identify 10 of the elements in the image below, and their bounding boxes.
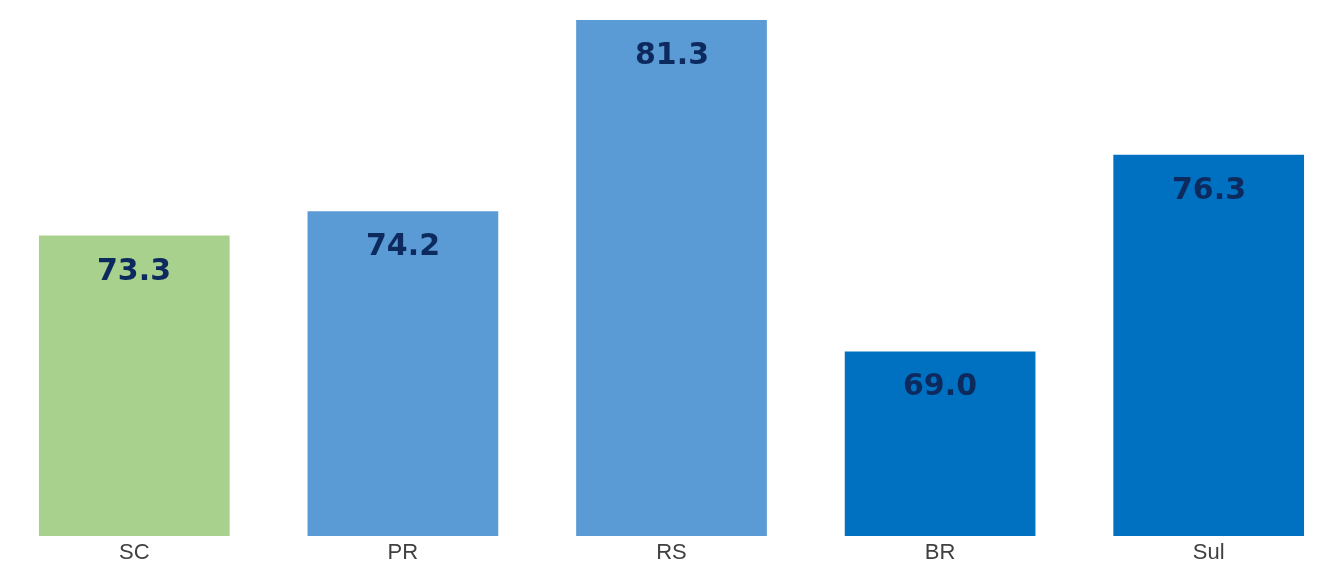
data-label: 69.0	[903, 367, 978, 402]
data-label: 81.3	[635, 36, 710, 71]
data-label: 73.3	[97, 252, 172, 287]
x-tick-label: SC	[119, 539, 150, 564]
x-tick-label: BR	[924, 539, 956, 564]
x-tick-label: RS	[656, 539, 687, 564]
data-label: 74.2	[366, 227, 441, 262]
x-tick-label: PR	[387, 539, 419, 564]
x-tick-label: Sul	[1192, 539, 1225, 564]
data-label: 76.3	[1172, 171, 1247, 206]
